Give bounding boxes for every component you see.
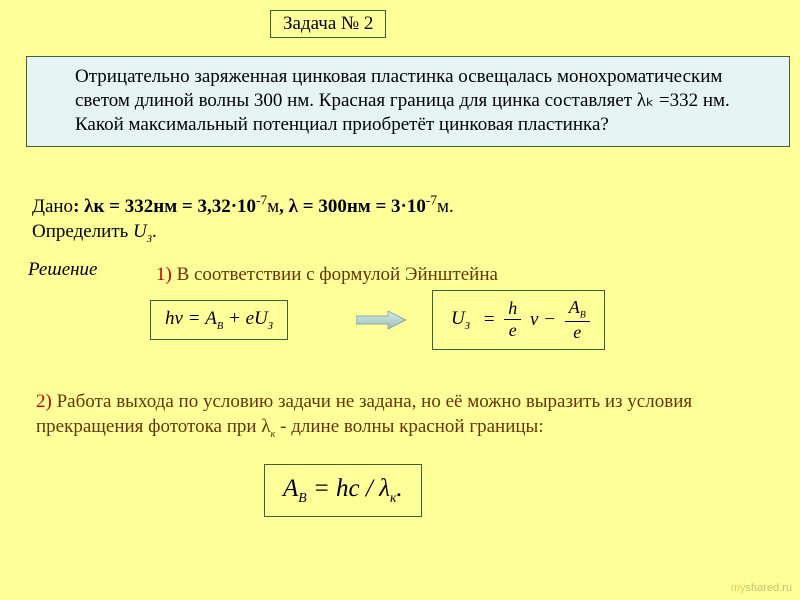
given-part-c: м bbox=[267, 196, 279, 217]
formula2-f1-den: e bbox=[504, 319, 521, 341]
watermark-my: my bbox=[731, 582, 746, 594]
given-exp1: -7 bbox=[256, 193, 267, 208]
given-block: Дано: λк = 332нм = 3,32·10-7м, λ = 300нм… bbox=[32, 192, 454, 246]
given-part-e: м. bbox=[437, 196, 454, 217]
formula2-f2-den: e bbox=[565, 321, 590, 343]
solution-label: Решение bbox=[28, 259, 98, 281]
problem-text: Отрицательно заряженная цинковая пластин… bbox=[75, 66, 730, 135]
given-determine-label: Определить bbox=[32, 221, 133, 242]
given-line2-end: . bbox=[152, 221, 157, 242]
given-line1: Дано: λк = 332нм = 3,32·10-7м, λ = 300нм… bbox=[32, 196, 454, 217]
given-exp2: -7 bbox=[426, 193, 437, 208]
formula2-frac1: h e bbox=[504, 298, 521, 341]
formula2-frac2: AВ e bbox=[565, 297, 590, 343]
problem-statement-box: Отрицательно заряженная цинковая пластин… bbox=[26, 56, 790, 147]
watermark: myshared.ru bbox=[731, 582, 792, 594]
formula2-f2-num: AВ bbox=[565, 297, 590, 321]
given-var-U: U bbox=[133, 221, 147, 242]
step1-body: В соответствии с формулой Эйнштейна bbox=[172, 264, 498, 285]
formula2-eq: = bbox=[483, 309, 496, 331]
step2-body-b: - длине волны красной границы: bbox=[275, 416, 543, 437]
given-line2: Определить UЗ. bbox=[32, 221, 157, 242]
formula-Uz-box: UЗ = h e ν − AВ e bbox=[432, 290, 605, 350]
formula-einstein-box: hν = AВ + eUЗ bbox=[150, 300, 288, 340]
given-part-b: : λк = 332нм = 3,32·10 bbox=[73, 196, 256, 217]
formula2-U-sub: З bbox=[465, 321, 470, 332]
formula2-A-sub: В bbox=[580, 310, 586, 321]
step2-text: 2) Работа выхода по условию задачи не за… bbox=[36, 390, 756, 441]
task-header-text: Задача № 2 bbox=[283, 13, 373, 34]
task-header: Задача № 2 bbox=[270, 10, 386, 38]
formula-work-function-box: AВ = hc / λк. bbox=[264, 464, 422, 517]
formula3-A: A bbox=[283, 475, 298, 502]
step2-number: 2) bbox=[36, 391, 52, 412]
formula3-A-sub: В bbox=[298, 490, 306, 505]
formula2-A: A bbox=[569, 297, 580, 317]
formula1-sub2: З bbox=[268, 321, 273, 332]
formula2-lhs: UЗ bbox=[451, 308, 470, 332]
formula3-body: = hc / λ bbox=[307, 475, 390, 502]
formula2-f1-num: h bbox=[504, 298, 521, 319]
given-part-d: , λ = 300нм = 3·10 bbox=[279, 196, 426, 217]
formula2-mid: ν − bbox=[530, 309, 556, 331]
watermark-rest: shared.ru bbox=[746, 582, 792, 594]
formula1-lhs: hν = A bbox=[165, 308, 217, 329]
formula2-U: U bbox=[451, 308, 465, 329]
step1-text: 1) В соответствии с формулой Эйнштейна bbox=[156, 264, 498, 286]
formula3-end: . bbox=[396, 475, 402, 502]
step1-number: 1) bbox=[156, 264, 172, 285]
given-label: Дано bbox=[32, 196, 73, 217]
arrow-icon bbox=[356, 311, 406, 335]
formula1-mid: + eU bbox=[223, 308, 267, 329]
